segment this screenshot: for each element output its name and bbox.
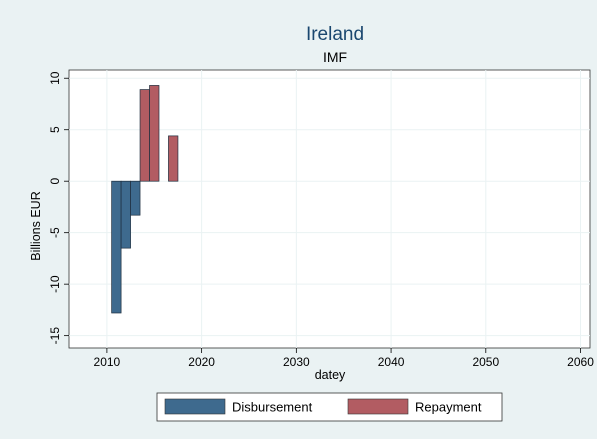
grid-lines [69, 70, 590, 348]
y-axis-title: Billions EUR [29, 191, 43, 260]
y-tick-label: -10 [48, 275, 62, 293]
legend-label-repayment: Repayment [415, 400, 482, 415]
y-tick-label: 0 [48, 178, 62, 185]
x-tick-label: 2060 [567, 355, 594, 369]
y-axis: 10 5 0 -5 -10 -15 [48, 71, 69, 344]
y-tick-label: 10 [48, 71, 62, 85]
x-tick-label: 2020 [188, 355, 215, 369]
bar-disbursement-2013 [130, 180, 141, 216]
bar-repayment-2015 [149, 85, 160, 182]
bar-disbursement-2011 [111, 180, 122, 314]
x-axis: 2010 2020 2030 2040 2050 2060 [94, 348, 594, 369]
y-tick-label: 5 [48, 126, 62, 133]
x-tick-label: 2010 [94, 355, 121, 369]
bar-repayment-2017 [168, 135, 179, 182]
bars [111, 85, 179, 314]
x-tick-label: 2050 [472, 355, 499, 369]
x-axis-title: datey [315, 368, 346, 382]
legend-swatch-disbursement [164, 398, 226, 415]
x-tick-label: 2040 [378, 355, 405, 369]
y-tick-label: -5 [48, 227, 62, 238]
legend: Disbursement Repayment [156, 392, 503, 422]
legend-label-disbursement: Disbursement [232, 400, 313, 415]
chart-subtitle: IMF [323, 49, 347, 65]
bar-repayment-2014 [139, 89, 150, 182]
chart-title: Ireland [306, 24, 364, 45]
legend-swatch-repayment [347, 398, 409, 415]
y-tick-label: -15 [48, 327, 62, 345]
x-tick-label: 2030 [283, 355, 310, 369]
bar-disbursement-2012 [120, 180, 131, 249]
